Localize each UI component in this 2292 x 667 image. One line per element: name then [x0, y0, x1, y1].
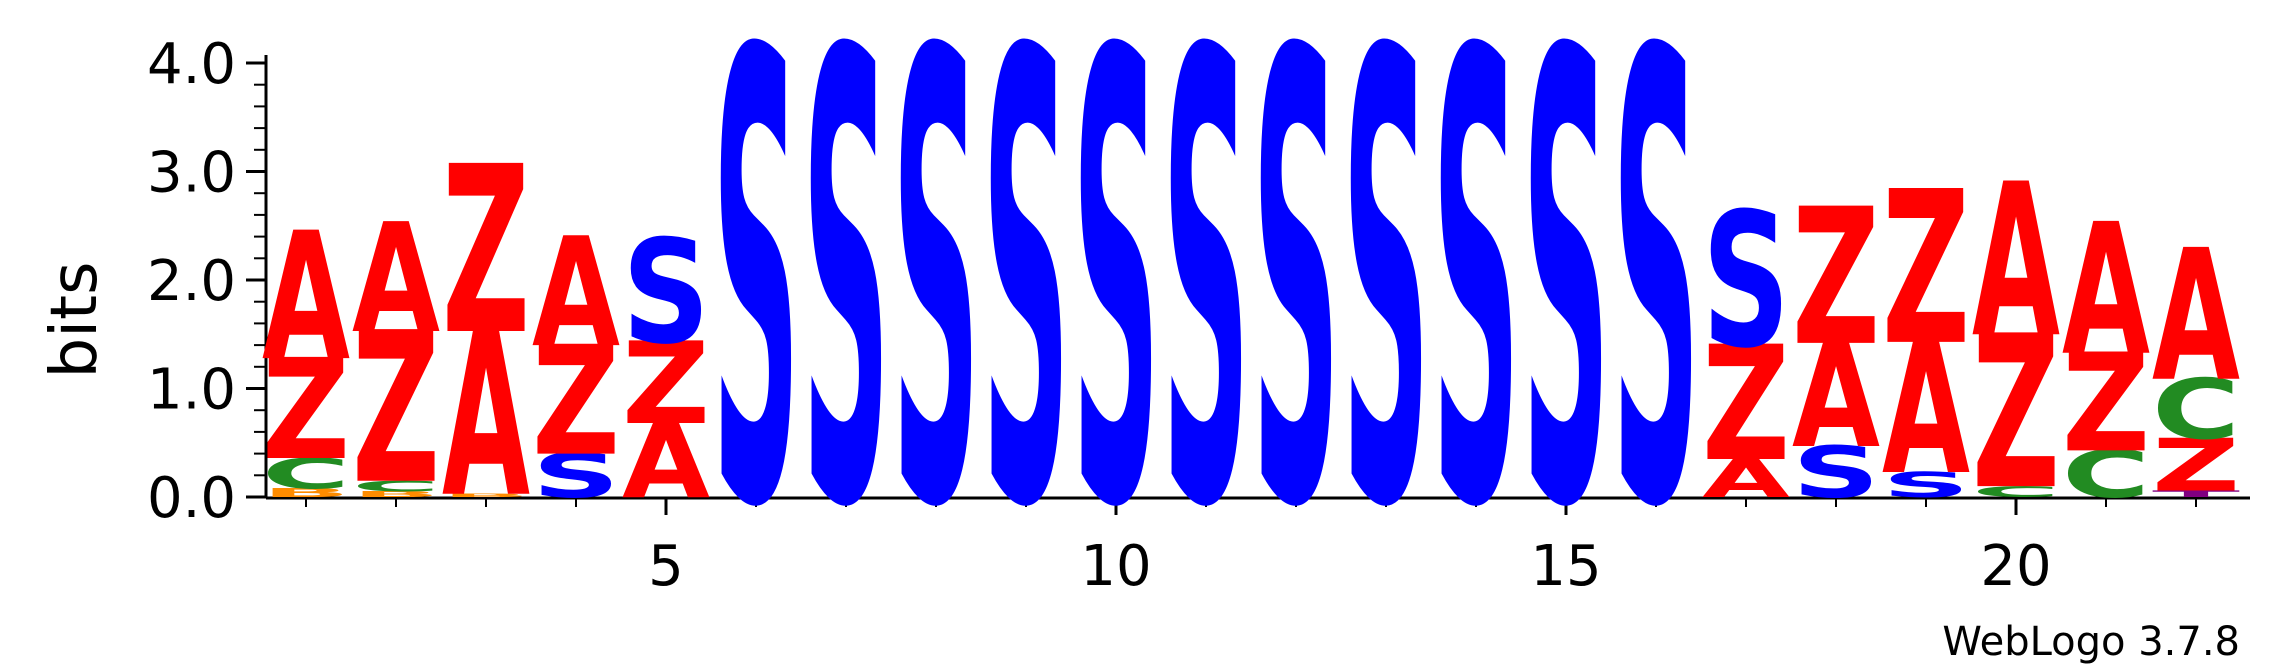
logo-letter-z: Z — [532, 315, 620, 490]
logo-letter-b: B — [352, 490, 440, 499]
logo-letter-a: A — [622, 402, 710, 521]
y-tick-label: 4.0 — [147, 32, 236, 97]
logo-letter-s: S — [1342, 0, 1430, 644]
logo-letter-b: B — [442, 493, 530, 498]
logo-letter-s: S — [1252, 0, 1340, 644]
logo-letter-s: S — [1432, 0, 1520, 644]
logo-letter-s: S — [982, 0, 1070, 644]
logo-letter-c: C — [352, 478, 440, 495]
logo-letter-a: A — [2152, 211, 2240, 422]
logo-letter-s: S — [1702, 174, 1790, 390]
logo-letter-t: T — [2152, 489, 2240, 500]
logo-letter-z: Z — [1972, 290, 2060, 536]
logo-letter-z: Z — [1702, 313, 1790, 497]
logo-letter-s: S — [1792, 431, 1880, 514]
logo-letter-s: S — [1072, 0, 1160, 644]
y-tick-label: 0.0 — [147, 466, 236, 531]
logo-letter-a: A — [1882, 304, 1970, 515]
axes: 0.0 1.0 2.0 3.0 4.0 5 10 15 20 — [147, 32, 2250, 599]
logo-letter-s: S — [1882, 465, 1970, 505]
y-axis-label: bits — [38, 262, 112, 379]
logo-letter-a: A — [2062, 185, 2150, 396]
logo-letter-c: C — [1972, 483, 2060, 500]
x-tick-label: 20 — [1980, 534, 2051, 599]
logo-letter-s: S — [1612, 0, 1700, 644]
logo-letter-b: B — [262, 486, 350, 500]
logo-letter-z: Z — [2062, 326, 2150, 483]
logo-letter-c: C — [2152, 362, 2240, 458]
y-tick-label: 1.0 — [147, 358, 236, 423]
weblogo-credit: WebLogo 3.7.8 — [1942, 619, 2240, 665]
x-tick-label: 15 — [1530, 534, 1601, 599]
logo-letter-z: Z — [352, 289, 440, 531]
logo-letter-a: A — [532, 206, 620, 381]
x-tick-label: 10 — [1080, 534, 1151, 599]
logo-letter-a: A — [352, 192, 440, 367]
logo-letter-z: Z — [1792, 169, 1880, 388]
logo-letter-a: A — [1792, 314, 1880, 480]
logo-letter-s: S — [1522, 0, 1610, 644]
logo-letter-s: S — [532, 441, 620, 511]
y-tick-label: 2.0 — [147, 249, 236, 314]
logo-letter-a: A — [1702, 448, 1791, 509]
logo-letter-s: S — [712, 0, 800, 644]
logo-letter-a: A — [1972, 139, 2060, 384]
logo-letter-z: Z — [442, 118, 530, 386]
x-tick-label: 5 — [648, 534, 684, 599]
y-tick-label: 3.0 — [147, 141, 236, 206]
logo-letter-s: S — [1162, 0, 1250, 644]
logo-letter-z: Z — [622, 318, 710, 450]
logo-letter-a: A — [262, 194, 350, 400]
logo-letter-a: A — [442, 285, 530, 548]
logo-letter-s: S — [892, 0, 980, 644]
logo-letter-z: Z — [262, 329, 350, 491]
logo-letter-s: S — [802, 0, 890, 644]
logo-letter-s: S — [622, 210, 710, 377]
logo-letter-c: C — [262, 450, 350, 499]
logo-letter-z: Z — [1882, 146, 1970, 392]
logo-letter-z: Z — [2152, 423, 2240, 508]
logo-letter-c: C — [2062, 437, 2150, 512]
